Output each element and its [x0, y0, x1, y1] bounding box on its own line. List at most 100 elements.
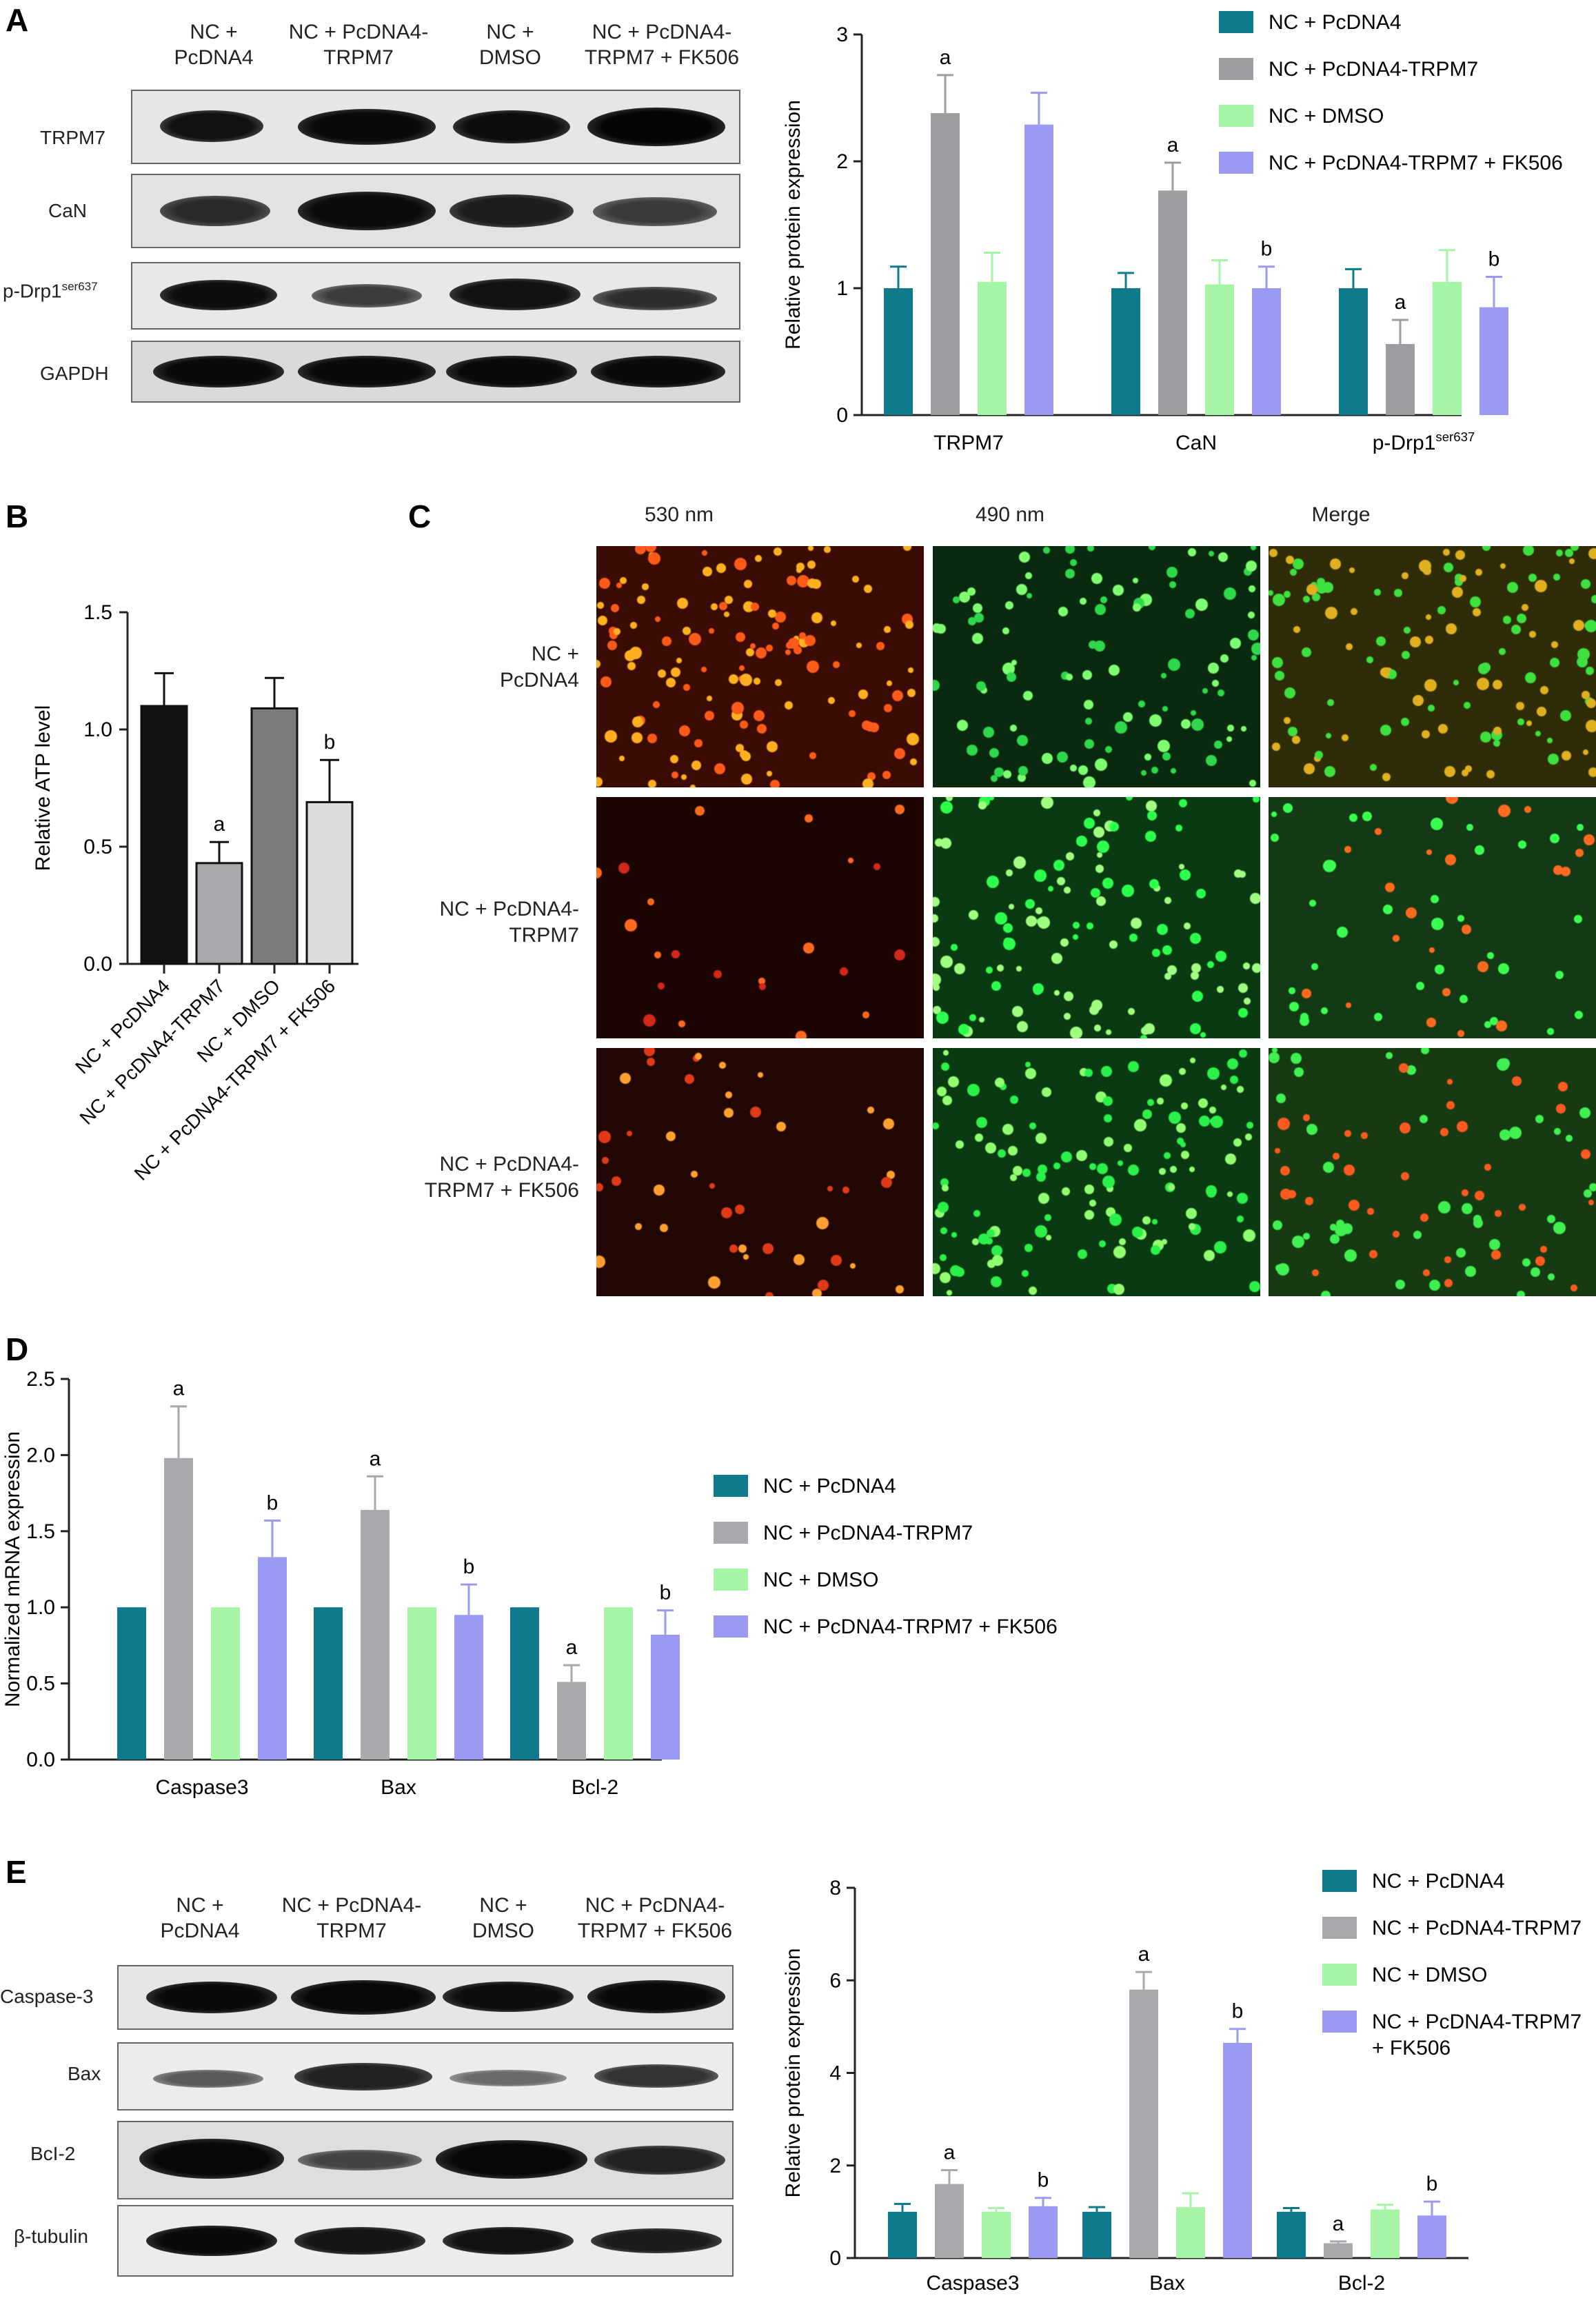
- y-tick-label: 1.5: [83, 601, 112, 624]
- blot-row-label: BcI-2: [30, 2143, 76, 2164]
- lane-label: NC + PcDNA4- TRPM7 + FK506: [577, 1894, 733, 1942]
- blot-row-label: p-Drp1ser637: [3, 280, 98, 302]
- y-tick-label: 6: [829, 1969, 841, 1992]
- significance-label: a: [173, 1378, 185, 1400]
- bar: [1029, 2206, 1058, 2258]
- panel-letter-c: C: [408, 498, 432, 534]
- legend-swatch: [714, 1569, 748, 1591]
- panel-letter-e: E: [6, 1854, 27, 1890]
- bar: [888, 2211, 917, 2258]
- significance-label: a: [1138, 1943, 1150, 1966]
- legend-label: NC + DMSO: [763, 1569, 879, 1591]
- x-tick-label: Bax: [1149, 2272, 1185, 2295]
- micrograph: [1269, 797, 1596, 1038]
- y-tick-label: 2: [829, 2155, 841, 2177]
- bar: [164, 1458, 193, 1760]
- x-tick-label: Bcl-2: [572, 1776, 618, 1799]
- y-axis-label: Relative ATP level: [32, 705, 54, 872]
- legend-label: NC + PcDNA4-TRPM7: [763, 1522, 973, 1544]
- lane-label: NC + DMSO: [472, 1894, 534, 1942]
- micrograph: [596, 797, 924, 1038]
- blot-row-label: β-tubulin: [14, 2226, 88, 2247]
- chart-e-protein-expression: 0 2 4 6 8 Relative protein expression a b Caspas…: [782, 1870, 1582, 2295]
- x-tick-label: NC + PcDNA4: [71, 975, 174, 1078]
- legend-label: NC + PcDNA4-TRPM7: [1372, 1917, 1582, 1940]
- bar: [884, 288, 913, 415]
- bar: [651, 1634, 680, 1760]
- legend-label: NC + DMSO: [1269, 105, 1384, 128]
- legend-label: NC + DMSO: [1372, 1964, 1488, 1986]
- bar: [407, 1607, 436, 1760]
- significance-label: b: [660, 1582, 671, 1604]
- bar: [140, 705, 188, 965]
- y-tick-label: 2.5: [26, 1368, 55, 1391]
- bar: [1479, 307, 1508, 415]
- micrograph: [933, 546, 1260, 787]
- y-tick-label: 3: [836, 23, 848, 46]
- legend-swatch: [714, 1615, 748, 1638]
- bar: [1223, 2042, 1252, 2258]
- row-label: NC + PcDNA4- TRPM7: [439, 898, 579, 947]
- legend-swatch: [1219, 58, 1253, 80]
- x-tick-label: Caspase3: [155, 1776, 248, 1799]
- lane-label: NC + PcDNA4- TRPM7 + FK506: [584, 21, 740, 69]
- x-tick-label: Bax: [381, 1776, 416, 1799]
- y-tick-label: 1.5: [26, 1520, 55, 1543]
- blot-strip-trpm7: [131, 90, 740, 164]
- blot-strip-caspase-3: [117, 1965, 734, 2030]
- bar: [557, 1682, 586, 1760]
- significance-label: a: [940, 46, 951, 69]
- legend-label: + FK506: [1372, 2037, 1451, 2059]
- row-label: NC + PcDNA4: [499, 643, 579, 692]
- lane-label: NC + DMSO: [479, 21, 541, 69]
- legend-swatch: [1219, 11, 1253, 33]
- significance-label: b: [1232, 2000, 1244, 2023]
- bar: [258, 1557, 287, 1760]
- microscopy-grid: 530 nm 490 nm Merge NC + PcDNA4 NC + PcDN…: [414, 496, 1596, 1296]
- micrograph: [1269, 546, 1596, 787]
- x-tick-label: NC + PcDNA4-TRPM7 + FK506: [130, 975, 340, 1185]
- legend-label: NC + PcDNA4: [1372, 1870, 1505, 1893]
- bar: [1158, 190, 1187, 415]
- bar: [1277, 2211, 1306, 2258]
- bar: [250, 707, 299, 965]
- significance-label: b: [463, 1555, 475, 1578]
- blot-strip-can: [131, 174, 740, 248]
- lane-label: NC + PcDNA4: [160, 1894, 240, 1942]
- western-blot-e: NC + PcDNA4 NC + PcDNA4- TRPM7 NC + DMSO NC…: [0, 1875, 751, 2289]
- column-label: Merge: [1311, 503, 1371, 526]
- bar: [510, 1607, 539, 1760]
- bar: [305, 800, 354, 965]
- significance-label: a: [1333, 2213, 1344, 2235]
- legend-swatch: [714, 1475, 748, 1497]
- bar: [1371, 2209, 1400, 2258]
- y-tick-label: 0.5: [26, 1673, 55, 1695]
- panel-letter-d: D: [6, 1331, 29, 1367]
- y-tick-label: 0: [836, 404, 848, 427]
- significance-label: a: [370, 1447, 381, 1470]
- y-tick-label: 1.0: [83, 718, 112, 741]
- blot-row-label: Bax: [68, 2063, 101, 2084]
- y-axis-label: Relative protein expression: [782, 100, 805, 350]
- bar: [211, 1607, 240, 1760]
- legend-label: NC + PcDNA4: [1269, 11, 1402, 34]
- legend-swatch: [1322, 1917, 1357, 1939]
- bar: [1339, 288, 1368, 415]
- y-tick-label: 0.0: [26, 1749, 55, 1771]
- significance-label: b: [1426, 2173, 1438, 2195]
- bar: [1433, 281, 1462, 415]
- legend-swatch: [1219, 152, 1253, 174]
- significance-label: b: [1261, 238, 1273, 261]
- column-label: 490 nm: [975, 503, 1045, 526]
- bar: [1324, 2243, 1353, 2258]
- y-tick-label: 0.0: [83, 953, 112, 976]
- row-label: NC + PcDNA4- TRPM7 + FK506: [424, 1153, 579, 1202]
- bar: [1024, 124, 1053, 415]
- significance-label: b: [1038, 2169, 1049, 2192]
- bar: [1252, 288, 1281, 415]
- bar: [314, 1607, 343, 1760]
- bar: [195, 862, 243, 965]
- x-tick-label: CaN: [1175, 432, 1217, 454]
- bar: [1386, 343, 1415, 415]
- legend-swatch: [714, 1522, 748, 1544]
